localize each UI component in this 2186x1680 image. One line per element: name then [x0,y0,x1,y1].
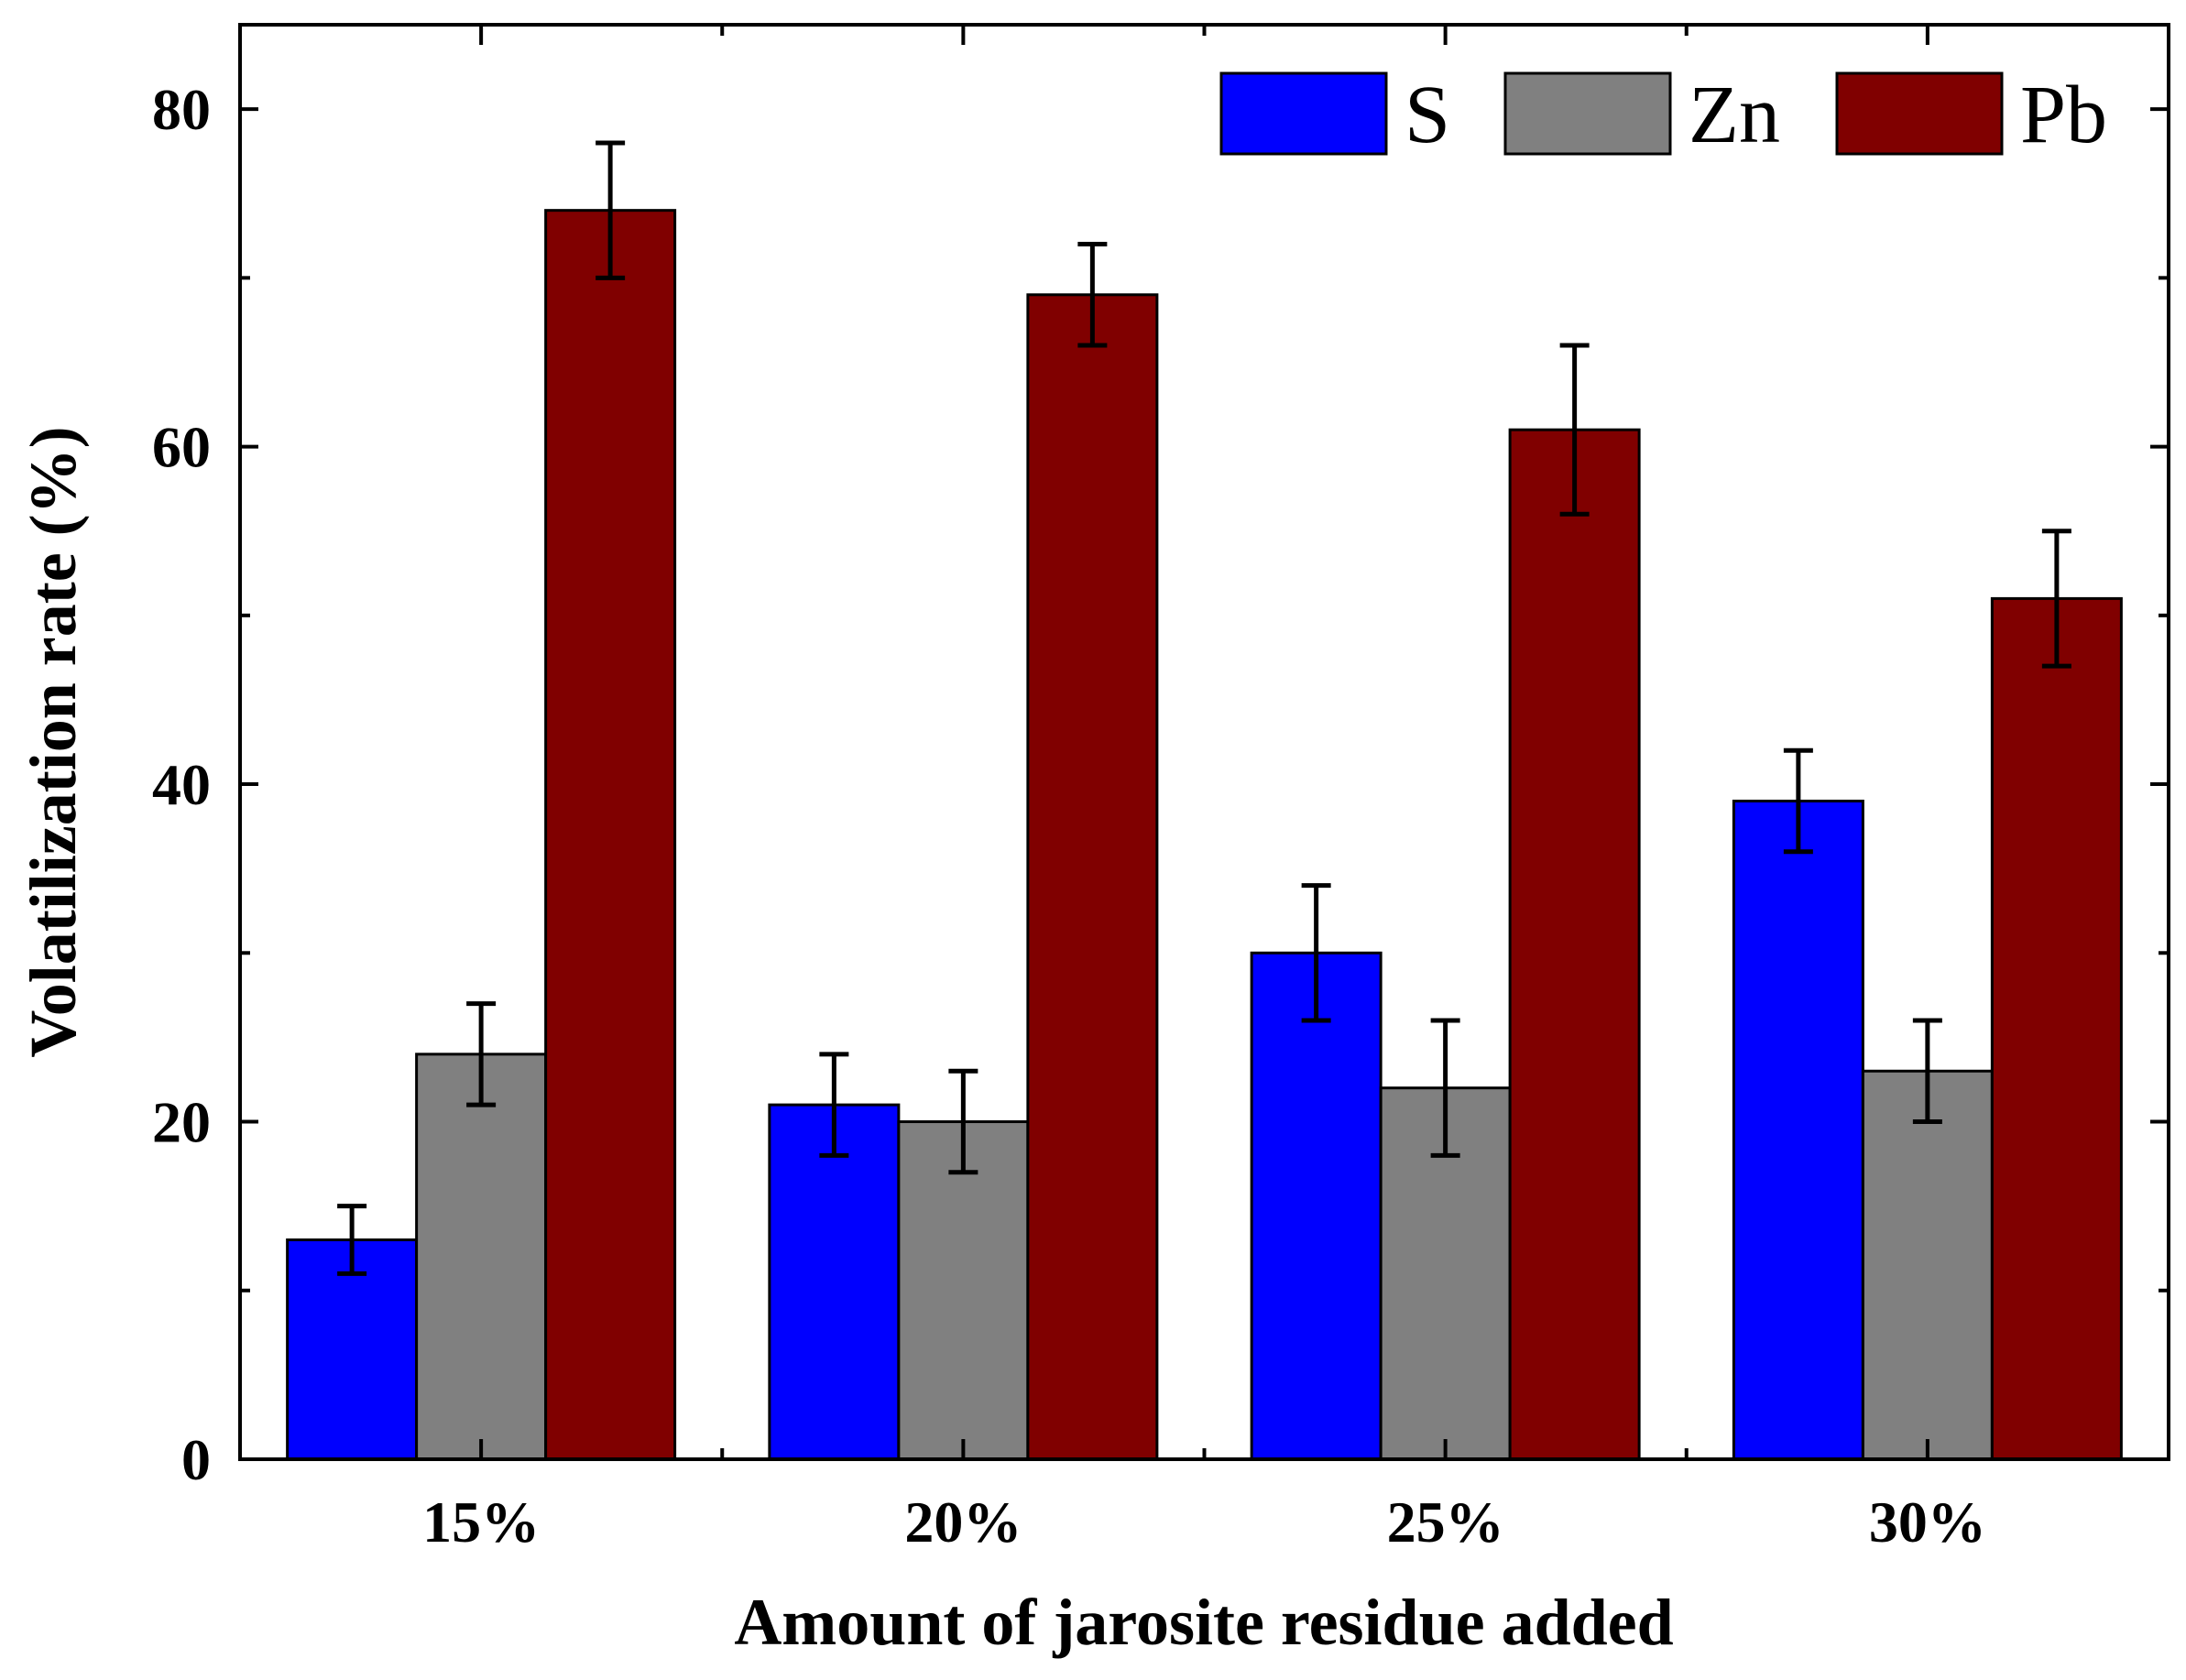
bars-layer [286,209,2123,1461]
y-tick-label: 20 [152,1090,211,1155]
error-bar-zn-1 [466,1001,497,1107]
error-bar-pb-3 [1559,343,1590,517]
bar-s-2 [768,1103,901,1461]
bar-s-3 [1250,951,1383,1461]
y-tick-label: 80 [152,77,211,142]
bar-s-1 [286,1238,419,1461]
error-bar-pb-2 [1077,242,1108,348]
legend-swatch-zn [1503,71,1672,156]
legend: S Zn Pb [1219,70,2107,160]
legend-label-zn: Zn [1689,70,1780,160]
error-bar-s-4 [1783,747,1813,855]
error-bar-zn-3 [1430,1018,1460,1158]
error-bar-zn-2 [948,1068,978,1175]
bar-zn-2 [897,1120,1030,1461]
x-tick-label: 25% [1387,1489,1504,1555]
y-tick-label: 40 [152,752,211,817]
legend-label-pb: Pb [2020,70,2107,160]
bar-pb-3 [1508,428,1641,1461]
error-bar-s-1 [337,1204,367,1276]
error-bar-pb-4 [2041,529,2071,669]
bar-pb-1 [544,209,677,1461]
legend-swatch-s [1219,71,1388,156]
error-bars-layer [337,140,2071,1276]
y-tick-label: 60 [152,415,211,480]
x-tick-label: 30% [1869,1489,1986,1555]
error-bar-pb-1 [596,140,626,280]
x-axis-title: Amount of jarosite residue added [734,1586,1673,1659]
bar-pb-2 [1026,293,1159,1461]
legend-item-pb: Pb [1835,70,2107,160]
y-tick-label: 0 [181,1427,211,1492]
error-bar-s-3 [1301,883,1331,1023]
legend-item-zn: Zn [1503,70,1780,160]
bar-pb-4 [1990,596,2123,1461]
x-tick-label: 15% [422,1489,540,1555]
y-axis-title: Volatilization rate (%) [16,426,90,1057]
bar-s-4 [1732,799,1864,1461]
error-bar-s-2 [819,1052,849,1158]
bar-zn-1 [415,1053,548,1461]
x-tick-label: 20% [904,1489,1022,1555]
legend-label-s: S [1405,70,1450,160]
axis-ticks-layer: 0 20 40 60 80 15% 20% 25% 30% [152,25,2169,1555]
legend-item-s: S [1219,70,1450,160]
legend-swatch-pb [1835,71,2004,156]
bar-zn-4 [1861,1069,1994,1461]
error-bar-zn-4 [1912,1018,1942,1125]
